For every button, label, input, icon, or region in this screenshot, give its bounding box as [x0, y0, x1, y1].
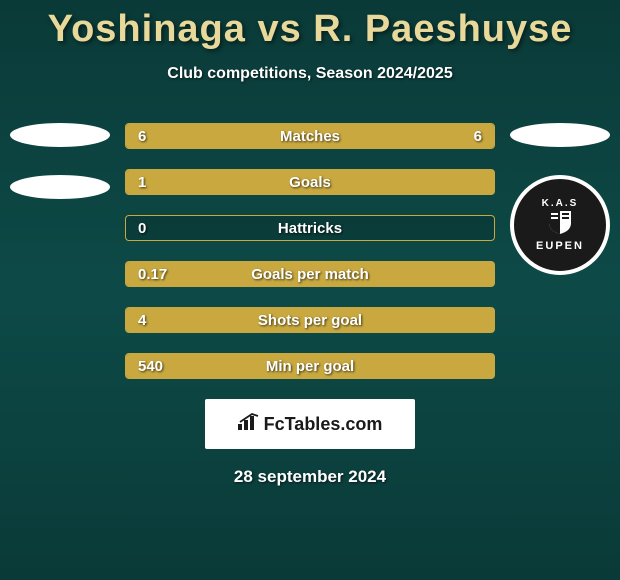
badge-text-top: K.A.S — [542, 198, 579, 209]
branding-text: FcTables.com — [264, 414, 383, 435]
badge-text-bottom: EUPEN — [536, 240, 584, 252]
stat-value-right: 6 — [474, 128, 482, 145]
stat-row: 6Matches6 — [125, 123, 495, 149]
branding-box: FcTables.com — [205, 399, 415, 449]
stat-row: 4Shots per goal — [125, 307, 495, 333]
stat-label: Min per goal — [126, 358, 494, 375]
stat-row: 0Hattricks — [125, 215, 495, 241]
stat-row: 1Goals — [125, 169, 495, 195]
stat-label: Goals per match — [126, 266, 494, 283]
left-badge-1 — [10, 123, 110, 147]
right-badge-1 — [510, 123, 610, 147]
stats-area: K.A.S EUPEN 6Matches6 1Goals 0Hattricks 0.1… — [0, 123, 620, 379]
page-title: Yoshinaga vs R. Paeshuyse — [0, 0, 620, 51]
left-badge-2 — [10, 175, 110, 199]
stat-label: Hattricks — [126, 220, 494, 237]
stat-label: Goals — [126, 174, 494, 191]
subtitle: Club competitions, Season 2024/2025 — [0, 65, 620, 83]
chart-icon — [238, 412, 260, 436]
player-left-badges — [10, 123, 110, 223]
kas-eupen-badge: K.A.S EUPEN — [510, 175, 610, 275]
stat-label: Matches — [126, 128, 494, 145]
date: 28 september 2024 — [0, 467, 620, 487]
stat-row: 540Min per goal — [125, 353, 495, 379]
stat-label: Shots per goal — [126, 312, 494, 329]
player-right-badges: K.A.S EUPEN — [510, 167, 610, 267]
shield-icon — [545, 209, 575, 240]
stat-row: 0.17Goals per match — [125, 261, 495, 287]
